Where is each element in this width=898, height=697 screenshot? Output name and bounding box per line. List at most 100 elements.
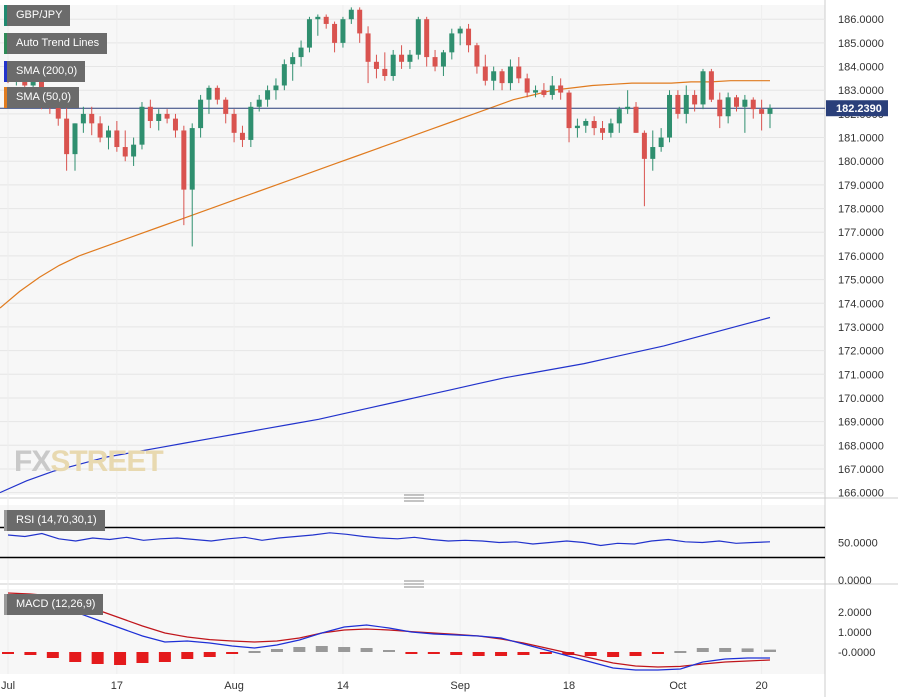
legend-label: SMA (50,0) [16, 91, 72, 103]
candle-body [574, 125, 580, 129]
y-tick-label: 181.0000 [838, 133, 884, 145]
macd-histogram-bar [427, 652, 440, 654]
candle-body [265, 90, 271, 100]
macd-histogram-bar [315, 646, 328, 652]
candle-body [55, 104, 61, 119]
candle-body [198, 99, 204, 129]
macd-histogram-bar [741, 648, 754, 652]
macd-histogram-bar [46, 652, 59, 658]
candle-body [64, 118, 70, 155]
legend-label: SMA (200,0) [16, 65, 78, 77]
candle-body [658, 137, 664, 148]
candle-body [742, 99, 748, 107]
candle-body [633, 106, 639, 133]
watermark-logo: FXSTREET [14, 445, 164, 479]
candle-body [583, 120, 589, 126]
macd-histogram-bar [764, 649, 776, 652]
legend-auto-trend-lines[interactable]: Auto Trend Lines [4, 33, 108, 54]
candle-body [164, 113, 170, 119]
candle-body [105, 130, 111, 138]
candle-body [30, 80, 36, 86]
candle-body [122, 147, 128, 157]
candle-body [767, 108, 773, 114]
candle-body [750, 99, 756, 110]
macd-histogram-bar [584, 652, 597, 656]
candle-body [650, 147, 656, 159]
macd-label: MACD (12,26,9) [16, 598, 96, 610]
candle-body [675, 94, 681, 114]
legend-sma-200[interactable]: SMA (200,0) [4, 61, 86, 82]
x-tick-label: Oct [669, 680, 686, 692]
candle-body [248, 106, 254, 140]
y-tick-label: 174.0000 [838, 298, 884, 310]
candle-body [290, 57, 296, 65]
y-tick-label: 170.0000 [838, 393, 884, 405]
candle-body [415, 19, 421, 55]
candle-body [440, 52, 446, 67]
y-tick-label: 178.0000 [838, 204, 884, 216]
x-tick-label: 17 [111, 680, 123, 692]
legend-label: Auto Trend Lines [16, 37, 100, 49]
rsi-label: RSI (14,70,30,1) [16, 514, 97, 526]
candle-body [407, 54, 413, 62]
candle-body [189, 128, 195, 190]
y-tick-label: 177.0000 [838, 227, 884, 239]
candle-body [708, 71, 714, 100]
candle-body [533, 90, 539, 93]
macd-histogram-bar [607, 652, 620, 657]
candle-body [172, 118, 178, 131]
candle-body [97, 123, 103, 138]
macd-line [7, 594, 770, 671]
rsi-legend[interactable]: RSI (14,70,30,1) [4, 510, 105, 531]
legend-label: GBP/JPY [16, 9, 63, 21]
candle-body [181, 130, 187, 190]
candle-body [239, 132, 245, 140]
macd-histogram-bar [539, 652, 552, 654]
candle-body [348, 9, 354, 20]
candle-body [717, 99, 723, 117]
macd-histogram-bar [203, 652, 216, 657]
candle-body [482, 66, 488, 81]
sma-200-line [0, 316, 771, 494]
y-tick-label: 169.0000 [838, 417, 884, 429]
candle-body [72, 123, 78, 155]
macd-signal-line [7, 592, 771, 668]
candle-body [524, 78, 530, 93]
rsi-line [7, 532, 771, 547]
y-tick-label: 171.0000 [838, 369, 884, 381]
candle-body [734, 97, 740, 107]
candle-body [432, 57, 438, 67]
candle-body [558, 85, 564, 93]
macd-histogram-bar [69, 652, 82, 662]
rsi-tick-label: 50.0000 [838, 538, 878, 550]
macd-histogram-bar [136, 652, 149, 663]
x-tick-label: 14 [337, 680, 349, 692]
macd-histogram-bar [719, 648, 732, 652]
macd-histogram-bar [270, 649, 283, 652]
candle-body [549, 85, 555, 95]
y-tick-label: 166.0000 [838, 488, 884, 500]
legend-sma-50[interactable]: SMA (50,0) [4, 87, 80, 108]
candle-body [399, 54, 405, 62]
candle-body [600, 128, 606, 133]
candle-body [315, 16, 321, 20]
macd-histogram-bar [360, 648, 373, 652]
macd-histogram-bar [383, 650, 395, 652]
candle-body [332, 23, 338, 43]
watermark-part2: STREET [50, 445, 163, 478]
macd-histogram-bar [248, 651, 261, 653]
candle-body [424, 19, 430, 58]
candle-body [231, 113, 237, 133]
candle-body [667, 94, 673, 138]
macd-tick-label: -0.0000 [838, 647, 875, 659]
macd-histogram-bar [651, 652, 664, 654]
y-tick-label: 183.0000 [838, 85, 884, 97]
rsi-tick-label: 0.0000 [838, 575, 872, 587]
macd-histogram-bar [114, 652, 127, 665]
y-tick-label: 167.0000 [838, 464, 884, 476]
candle-body [541, 90, 547, 95]
legend-gbpjpy[interactable]: GBP/JPY [4, 5, 71, 26]
macd-histogram-bar [472, 652, 485, 656]
macd-legend[interactable]: MACD (12,26,9) [4, 594, 104, 615]
